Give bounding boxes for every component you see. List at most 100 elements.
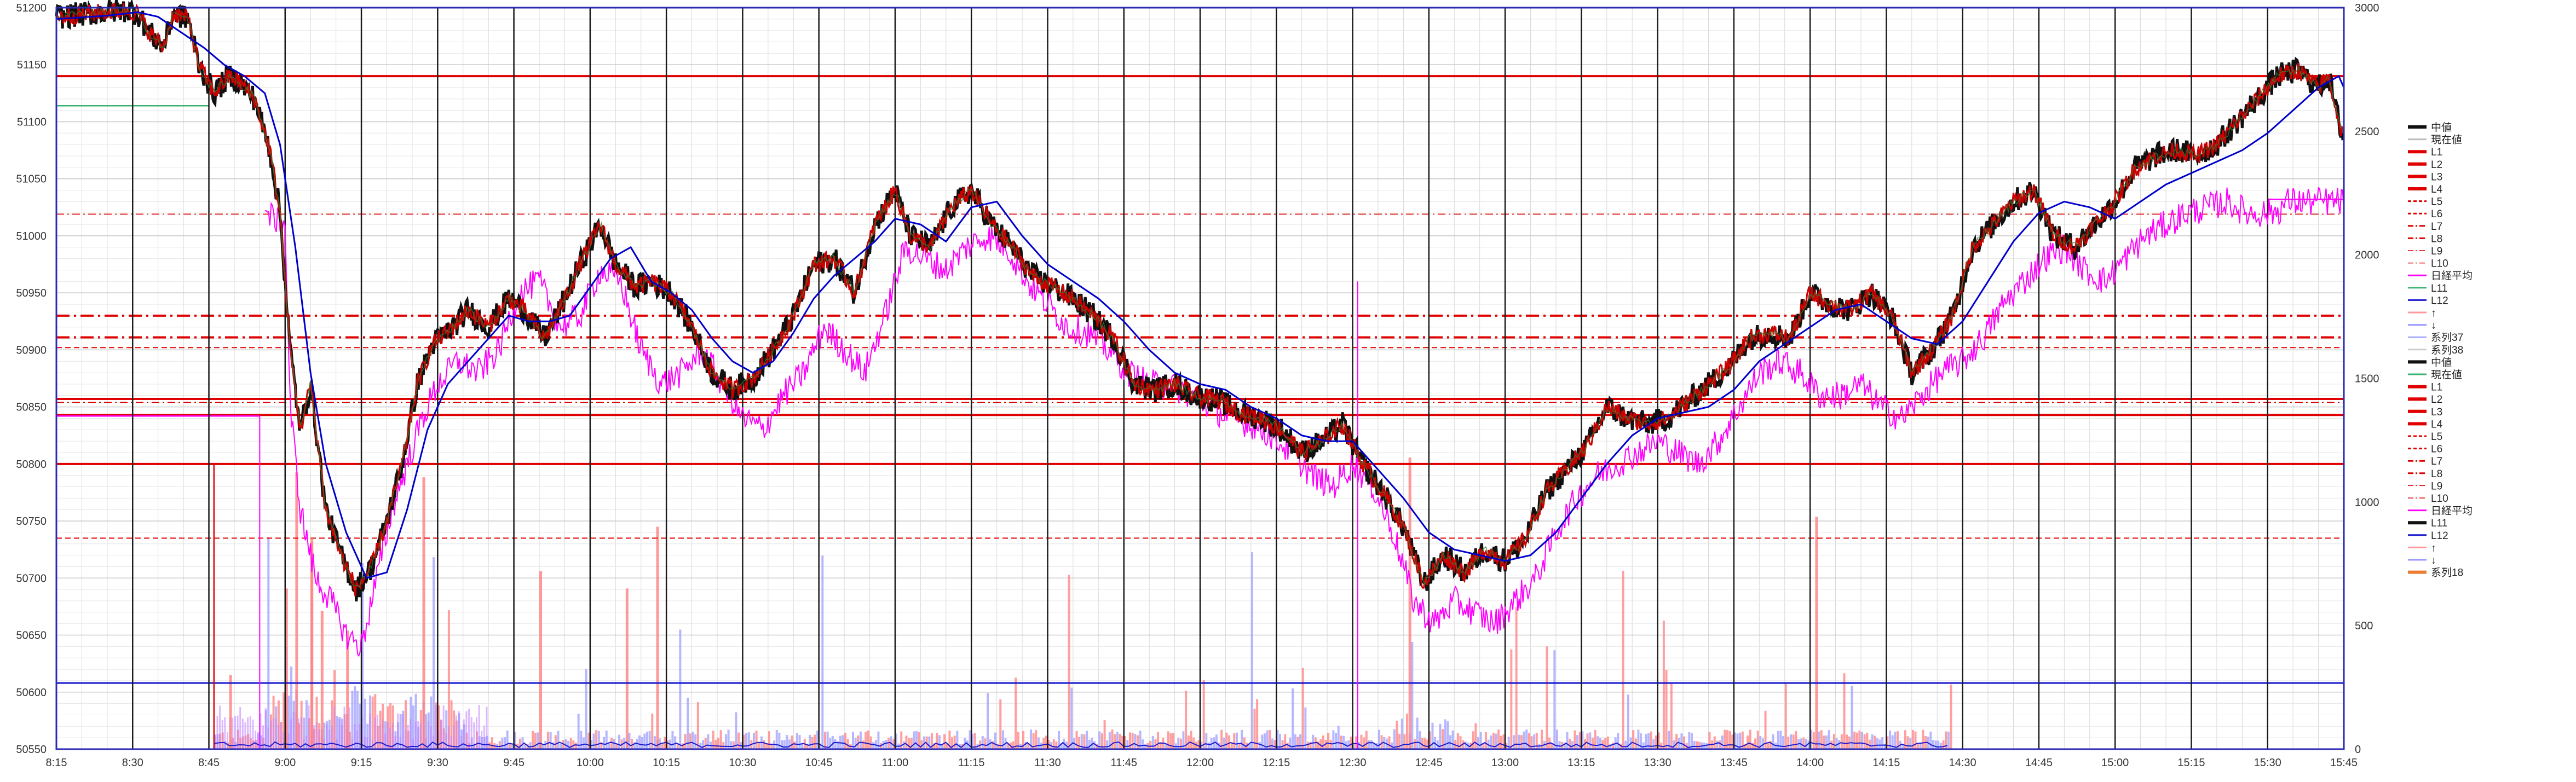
volume-bar-up: [1306, 742, 1309, 749]
volume-bar-down: [1091, 738, 1093, 749]
x-tick-label: 12:15: [1263, 757, 1290, 769]
volume-bar-down: [781, 740, 783, 749]
y-axis-right: 0 500 1000 1500 2000 2500 3000: [2355, 2, 2379, 756]
legend-label: L1: [2431, 382, 2442, 393]
volume-bar-up: [1945, 731, 1947, 749]
volume-bar-down: [895, 733, 897, 749]
volume-bar-down: [633, 742, 636, 749]
nikkei-volume-bar: [391, 723, 394, 749]
volume-bar-down: [1624, 740, 1627, 749]
volume-bar-up: [1035, 730, 1038, 749]
volume-bar-up: [1129, 732, 1132, 749]
volume-bar-up: [1314, 737, 1317, 749]
legend-label: L8: [2431, 233, 2442, 245]
y-axis-left: 50550 50600 50650 50700 50750 50800 50850 50900…: [16, 2, 47, 756]
nikkei-volume-bar: [478, 705, 480, 749]
volume-bar-down: [1525, 729, 1528, 749]
volume-bar-down: [1431, 722, 1434, 749]
volume-bar-up: [953, 735, 956, 749]
volume-bar-down: [1060, 743, 1063, 749]
volume-bar-up: [1500, 735, 1502, 749]
volume-bar-down: [1810, 729, 1813, 749]
volume-bar-up: [1569, 738, 1571, 749]
volume-bar-up: [1741, 731, 1744, 749]
volume-spike: [346, 630, 349, 749]
volume-bar-up: [1482, 743, 1485, 749]
volume-bar-down: [1507, 737, 1510, 749]
volume-bar-down: [679, 629, 682, 749]
volume-bar-up: [1795, 731, 1797, 749]
volume-bar-down: [1370, 740, 1373, 749]
y-left-tick-label: 50550: [16, 744, 47, 756]
volume-bar-down: [1352, 742, 1355, 749]
volume-bar-up: [1502, 734, 1505, 749]
x-tick-label: 10:00: [577, 757, 604, 769]
nikkei-volume-bar: [308, 705, 310, 749]
volume-bar-down: [1645, 734, 1647, 749]
volume-bar-up: [1319, 739, 1322, 749]
x-tick-label: 15:00: [2101, 757, 2129, 769]
volume-bar-down: [641, 737, 643, 749]
volume-spike: [310, 539, 314, 749]
volume-bar-up: [1027, 743, 1030, 749]
volume-bar-up: [283, 692, 285, 749]
volume-bar-down: [1299, 734, 1302, 749]
volume-bar-up: [689, 733, 691, 749]
volume-bar-up: [1273, 740, 1276, 749]
volume-bar-down: [798, 734, 801, 749]
volume-bar-down: [1210, 738, 1213, 749]
volume-bar-down: [580, 731, 583, 749]
legend-label: 系列38: [2431, 344, 2463, 356]
volume-bar-up: [1114, 734, 1116, 749]
volume-bar-up: [1355, 736, 1358, 749]
volume-bar-up: [1606, 736, 1609, 749]
volume-bar-up: [1296, 737, 1299, 749]
volume-bar-down: [971, 733, 974, 749]
volume-bar-down: [1235, 732, 1238, 749]
volume-bar-up: [1301, 668, 1304, 749]
legend-label: L11: [2431, 283, 2447, 294]
volume-bar-down: [412, 705, 414, 749]
nikkei-volume-bar: [303, 739, 305, 749]
volume-bar-down: [872, 742, 875, 749]
volume-bar-up: [1820, 730, 1823, 749]
volume-bar-up: [1802, 737, 1805, 749]
volume-bar-up: [1497, 729, 1500, 749]
volume-bar-up: [389, 703, 392, 749]
legend-label: L7: [2431, 456, 2442, 467]
volume-bar-up: [1424, 738, 1426, 749]
nikkei-volume-bar: [425, 738, 427, 749]
volume-bar-down: [1479, 732, 1482, 749]
nikkei-volume-bar: [244, 722, 246, 749]
volume-bar-up: [1421, 738, 1424, 749]
volume-bar-down: [941, 744, 943, 749]
volume-spike: [285, 588, 288, 749]
volume-bar-up: [946, 743, 948, 749]
volume-bar-up: [1530, 736, 1533, 749]
nikkei-volume-bar: [290, 719, 292, 749]
volume-bar-down: [521, 737, 524, 749]
legend-label: L12: [2431, 295, 2448, 306]
volume-bar-up: [1032, 733, 1035, 749]
volume-bar-up: [910, 738, 913, 749]
volume-bar-down: [687, 697, 689, 749]
volume-spike: [1815, 517, 1818, 749]
nikkei-volume-bar: [280, 722, 282, 749]
volume-bar-down: [1151, 735, 1154, 749]
volume-bar-up: [1724, 729, 1726, 749]
volume-bar-down: [775, 729, 778, 749]
nikkei-volume-bar: [414, 721, 417, 749]
volume-bar-up: [575, 742, 578, 749]
volume-bar-down: [1419, 731, 1421, 749]
volume-bar-up: [742, 734, 745, 749]
volume-bar-up: [918, 732, 920, 749]
volume-bar-down: [1312, 734, 1315, 749]
volume-bar-down: [1934, 740, 1937, 749]
y-left-tick-label: 50950: [16, 287, 47, 299]
plot-area-border: [55, 7, 2345, 750]
x-tick-label: 15:45: [2330, 757, 2358, 769]
volume-bar-down: [842, 735, 844, 749]
volume-bar-down: [1495, 733, 1497, 749]
nikkei-volume-bar: [287, 733, 290, 749]
volume-bar-down: [831, 735, 834, 749]
